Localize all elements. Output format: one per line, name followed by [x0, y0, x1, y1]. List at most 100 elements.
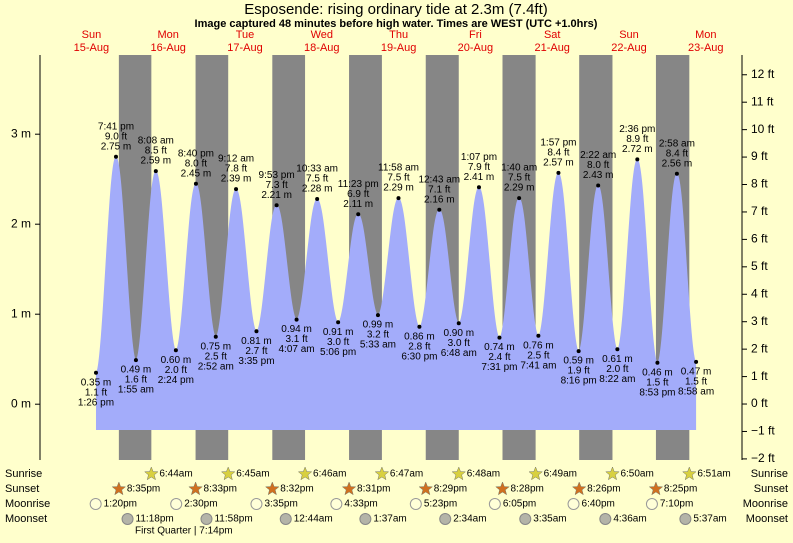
tide-height: 2.59 m — [141, 156, 172, 167]
tide-point — [576, 349, 581, 354]
row-label: Moonset — [746, 513, 788, 525]
moonrise-time: 5:23pm — [424, 499, 457, 510]
tide-time: 2:58 am — [659, 138, 695, 149]
sunset-time: 8:35pm — [127, 484, 160, 495]
day-name: Mon — [157, 29, 178, 41]
tide-point — [396, 196, 401, 201]
sun-icon — [571, 481, 587, 496]
tide-height: 2.21 m — [261, 190, 292, 201]
y-tick-label: 3 m — [11, 126, 31, 140]
sun-icon — [264, 481, 280, 496]
tide-feet: 3.1 ft — [285, 334, 307, 345]
tide-time: 8:08 am — [138, 136, 174, 147]
tide-feet: 8.5 ft — [145, 146, 167, 157]
tide-height: 0.75 m — [200, 341, 231, 352]
moonset-time: 2:34am — [453, 514, 486, 525]
tide-time: 3:35 pm — [238, 356, 274, 367]
moon-icon — [200, 513, 213, 525]
y2-tick-label: 10 ft — [751, 122, 775, 136]
row-label: Sunrise — [5, 468, 42, 480]
day-name: Sun — [619, 29, 639, 41]
day-date: 16-Aug — [150, 42, 185, 54]
day-date: 23-Aug — [688, 42, 723, 54]
moonset-time: 11:58pm — [214, 514, 252, 525]
sun-icon — [418, 481, 434, 496]
sun-icon — [297, 466, 313, 481]
tide-point — [274, 203, 279, 208]
tide-time: 1:57 pm — [540, 138, 576, 149]
tide-height: 0.35 m — [81, 377, 112, 388]
tide-time: 6:30 pm — [401, 351, 437, 362]
moon-icon — [170, 498, 183, 510]
tide-curve — [95, 156, 697, 374]
tide-height: 2.11 m — [343, 199, 373, 210]
tide-time: 4:07 am — [279, 344, 315, 355]
moonrise-time: 7:10pm — [660, 499, 693, 510]
day-date: 18-Aug — [304, 42, 339, 54]
moon-icon — [121, 513, 134, 525]
tide-height: 2.16 m — [424, 194, 455, 205]
sun-icon — [528, 466, 543, 481]
tide-point — [294, 317, 299, 322]
y2-tick-label: 7 ft — [751, 204, 768, 218]
tide-time: 2:36 pm — [619, 124, 655, 135]
y2-tick-label: 3 ft — [751, 314, 768, 328]
moon-icon — [89, 498, 102, 510]
tide-height: 2.29 m — [504, 183, 535, 194]
sun-icon — [111, 481, 127, 496]
tide-height: 0.94 m — [281, 324, 312, 335]
moonset-time: 3:35am — [533, 514, 566, 525]
tide-height: 2.29 m — [383, 183, 414, 194]
tide-height: 2.72 m — [622, 144, 653, 155]
moonset-time: 5:37am — [693, 514, 726, 525]
tide-height: 0.61 m — [602, 354, 633, 365]
tide-feet: 7.3 ft — [266, 180, 288, 191]
tide-point — [213, 334, 218, 339]
sunset-time: 8:33pm — [204, 484, 237, 495]
tide-time: 10:33 am — [296, 164, 338, 175]
moon-icon — [567, 498, 580, 510]
moon-icon — [439, 513, 452, 525]
tide-height: 0.86 m — [404, 331, 435, 342]
moonrise-time: 6:05pm — [503, 499, 536, 510]
tide-time: 5:33 am — [360, 340, 396, 351]
tide-point — [536, 333, 541, 338]
tide-point — [694, 359, 699, 364]
tide-point — [615, 347, 620, 352]
moon-icon — [519, 513, 532, 525]
tide-time: 1:26 pm — [78, 397, 114, 408]
day-date: 22-Aug — [611, 42, 646, 54]
tide-feet: 8.0 ft — [185, 158, 207, 169]
tide-feet: 1.6 ft — [125, 375, 147, 386]
tide-time: 12:43 am — [418, 174, 460, 185]
tide-time: 2:24 pm — [158, 375, 194, 386]
y2-tick-label: 12 ft — [751, 67, 775, 81]
tide-height: 0.46 m — [642, 367, 673, 378]
tide-time: 5:06 pm — [320, 347, 356, 358]
y2-tick-label: 9 ft — [751, 149, 768, 163]
tide-point — [596, 183, 601, 188]
tide-point — [674, 171, 679, 176]
tide-point — [336, 320, 341, 325]
sun-icon — [374, 466, 390, 481]
y2-tick-label: −2 ft — [751, 451, 775, 465]
moonrise-time: 4:33pm — [344, 499, 377, 510]
moon-icon — [599, 513, 612, 525]
tide-height: 2.57 m — [543, 158, 574, 169]
y2-tick-label: 0 ft — [751, 396, 768, 410]
tide-height: 0.99 m — [363, 320, 394, 331]
tide-feet: 2.5 ft — [205, 351, 227, 362]
moon-icon — [679, 513, 692, 525]
day-date: 15-Aug — [74, 42, 109, 54]
tide-point — [133, 358, 138, 363]
sunset-time: 8:25pm — [664, 484, 697, 495]
tide-feet: 1.5 ft — [685, 377, 707, 388]
tide-height: 0.90 m — [443, 328, 474, 339]
moonset-time: 1:37am — [373, 514, 406, 525]
tide-time: 8:22 am — [599, 374, 635, 385]
moon-icon — [359, 513, 372, 525]
tide-feet: 8.4 ft — [547, 148, 569, 159]
tide-feet: 3.2 ft — [367, 330, 389, 341]
tide-time: 11:23 pm — [338, 179, 379, 190]
moonrise-time: 2:30pm — [184, 499, 217, 510]
